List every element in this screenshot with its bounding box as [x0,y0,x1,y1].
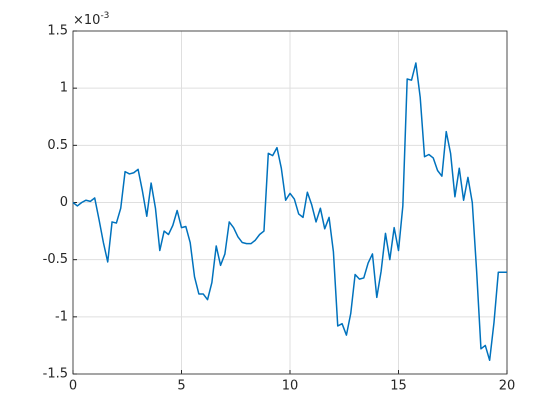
x-tick-label: 20 [499,379,516,394]
y-tick-label: -0.5 [43,252,68,267]
y-tick-label: 1.5 [47,24,68,39]
x-tick-label: 15 [390,379,407,394]
exponent-power: -3 [100,11,109,21]
y-tick-label: 0 [60,195,68,210]
data-line [72,62,507,362]
x-tick-label: 10 [282,379,299,394]
x-tick-label: 5 [177,379,185,394]
y-tick-label: -1 [55,309,68,324]
y-tick-label: 1 [60,81,68,96]
y-tick-label: -1.5 [43,367,68,382]
x-tick-label: 0 [69,379,77,394]
exponent-base: ×10 [73,13,100,28]
y-tick-label: 0.5 [47,138,68,153]
y-exponent: ×10-3 [73,11,109,28]
